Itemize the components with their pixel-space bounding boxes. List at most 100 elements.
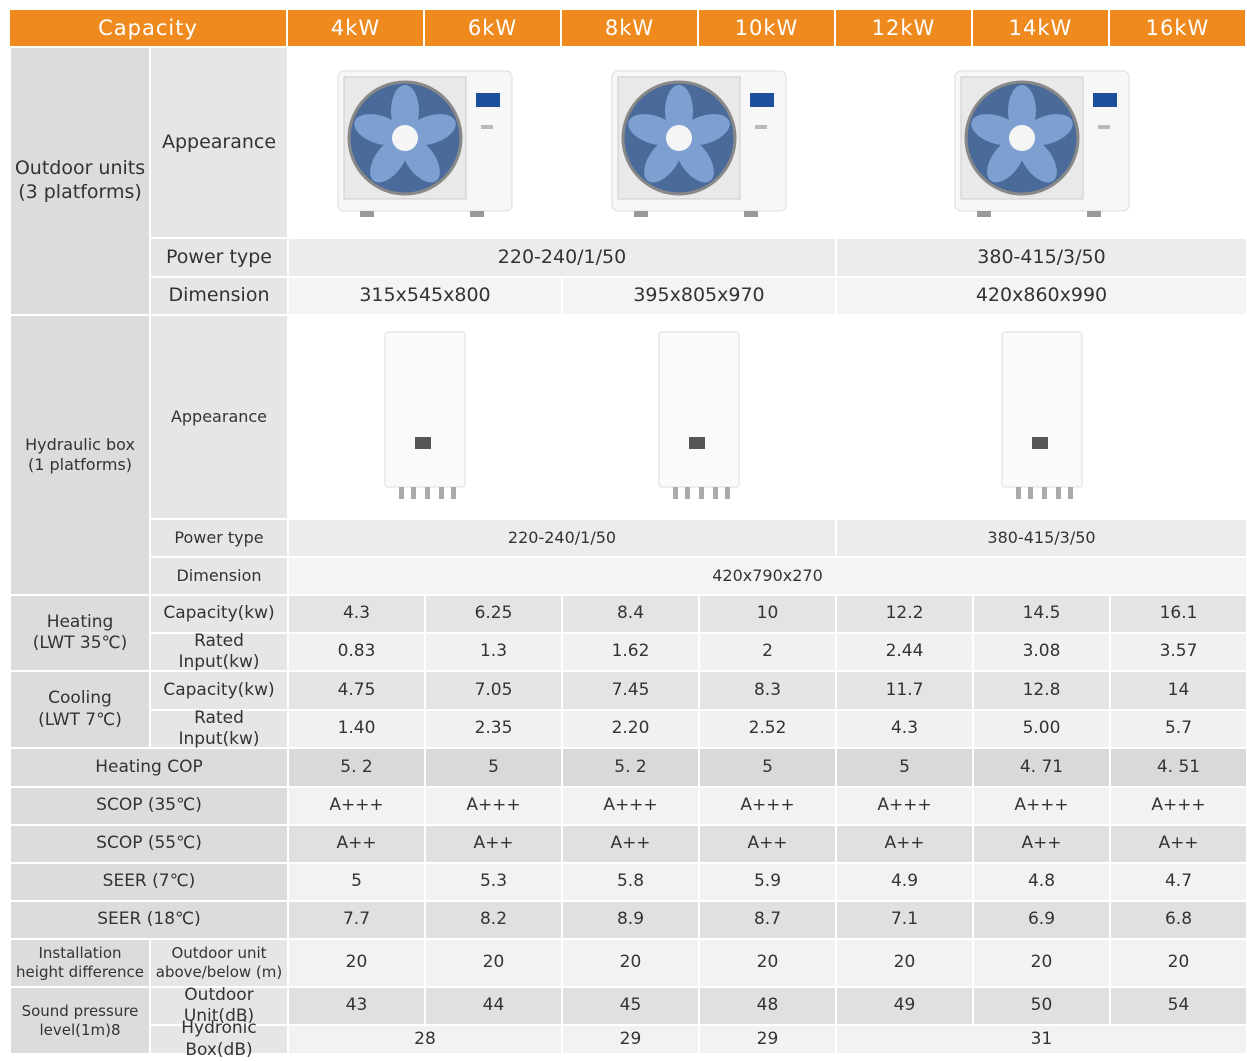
section-label: SCOP (55℃) [10,825,288,863]
value-cell: 220-240/1/50 [288,519,836,557]
value-cell: 20 [699,939,836,987]
value-cell: 16.1 [1110,595,1247,633]
label-line: (LWT 7℃) [38,710,122,731]
label-line: Heating COP [95,757,203,778]
value-cell: 29 [562,1025,699,1054]
hydraulic-box-image [992,327,1092,507]
section-label: Heating COP [10,748,288,787]
row-label: Dimension [150,277,288,315]
value-cell: 7.1 [836,901,973,939]
spec-table: Capacity4kW6kW8kW10kW12kW14kW16kWOutdoor… [0,0,1247,1054]
value-cell: 395x805x970 [562,277,836,315]
label-line: Outdoor unit [171,944,266,963]
label-line: SEER (18℃) [97,909,200,930]
value-cell: 48 [699,987,836,1025]
value-cell: 220-240/1/50 [288,238,836,277]
value-cell: 6.8 [1110,901,1247,939]
value-cell: 5.9 [699,863,836,901]
label-line: (3 platforms) [18,181,142,205]
row-label: Hydronic Box(dB) [150,1025,288,1054]
outdoor-unit-image [947,63,1137,223]
value-cell: 8.2 [425,901,562,939]
value-cell: 7.45 [562,671,699,710]
row-label: Power type [150,238,288,277]
value-cell: 5 [836,748,973,787]
value-cell: 44 [425,987,562,1025]
value-cell: A++ [288,825,425,863]
value-cell: 20 [425,939,562,987]
value-cell: 4.8 [973,863,1110,901]
value-cell: 12.2 [836,595,973,633]
value-cell: 54 [1110,987,1247,1025]
value-cell: 5. 2 [288,748,425,787]
value-cell: 8.9 [562,901,699,939]
value-cell: A+++ [425,787,562,825]
header-cell: Capacity [10,10,288,47]
value-cell: A++ [562,825,699,863]
value-cell: 2.20 [562,710,699,748]
value-cell: 12.8 [973,671,1110,710]
value-cell: 6.25 [425,595,562,633]
label-line: (LWT 35℃) [33,633,128,654]
value-cell: 10 [699,595,836,633]
value-cell: 49 [836,987,973,1025]
value-cell: 420x860x990 [836,277,1247,315]
row-label: Capacity(kw) [150,595,288,633]
value-cell: 2.44 [836,633,973,671]
value-cell: 8.3 [699,671,836,710]
label-line: Outdoor units [15,157,145,181]
label-line: Hydraulic box [25,435,135,455]
value-cell: 3.57 [1110,633,1247,671]
section-label: Outdoor units(3 platforms) [10,47,150,315]
value-cell: 5.00 [973,710,1110,748]
value-cell: 43 [288,987,425,1025]
row-label: Appearance [150,315,288,519]
value-cell: A++ [1110,825,1247,863]
value-cell: 315x545x800 [288,277,562,315]
value-cell: A++ [836,825,973,863]
label-line: level(1m)8 [39,1021,120,1040]
value-cell: 4.9 [836,863,973,901]
header-cell: 10kW [699,10,836,47]
value-cell: 4.75 [288,671,425,710]
value-cell: 4.7 [1110,863,1247,901]
header-cell: 4kW [288,10,425,47]
value-cell: 29 [699,1025,836,1054]
value-cell: A++ [699,825,836,863]
value-cell: 20 [288,939,425,987]
value-cell: 31 [836,1025,1247,1054]
label-line: height difference [16,963,144,982]
value-cell: 8.4 [562,595,699,633]
value-cell: 5. 2 [562,748,699,787]
value-cell: 14 [1110,671,1247,710]
section-label: Hydraulic box(1 platforms) [10,315,150,595]
value-cell: 20 [562,939,699,987]
label-line: Heating [47,612,114,633]
outdoor-unit-image [604,63,794,223]
label-line: SCOP (35℃) [96,795,202,816]
row-label: Appearance [150,47,288,238]
value-cell: 20 [836,939,973,987]
value-cell: 5.7 [1110,710,1247,748]
section-label: SEER (7℃) [10,863,288,901]
row-label: Power type [150,519,288,557]
value-cell: 28 [288,1025,562,1054]
header-cell: 12kW [836,10,973,47]
row-label: Dimension [150,557,288,595]
value-cell: 1.62 [562,633,699,671]
value-cell: 8.7 [699,901,836,939]
label-line: (1 platforms) [28,455,132,475]
hydraulic-box-image [375,327,475,507]
label-line: SCOP (55℃) [96,833,202,854]
header-cell: 16kW [1110,10,1247,47]
row-label: Rated Input(kw) [150,633,288,671]
value-cell: 5 [699,748,836,787]
value-cell: 50 [973,987,1110,1025]
value-cell: 2.35 [425,710,562,748]
value-cell: 5.3 [425,863,562,901]
value-cell: 14.5 [973,595,1110,633]
value-cell: 5 [425,748,562,787]
value-cell: 380-415/3/50 [836,238,1247,277]
